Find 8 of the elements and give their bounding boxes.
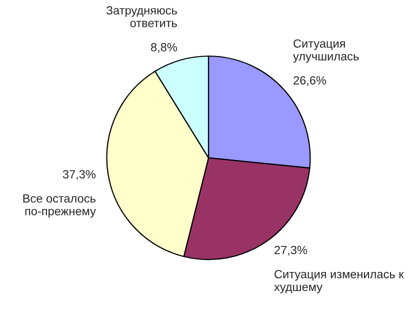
data-label: 26,6% [294,76,326,86]
data-label: 37,3% [62,170,96,180]
slice-label: Ситуация изменилась к худшему [274,270,404,294]
slice-label: Все осталось по-прежнему [23,194,96,218]
data-label: 27,3% [274,246,308,256]
data-label: 8,8% [151,43,177,53]
slice-label: Затрудняюсь ответить [106,6,177,28]
slice-label: Ситуация улучшилась [293,39,359,63]
